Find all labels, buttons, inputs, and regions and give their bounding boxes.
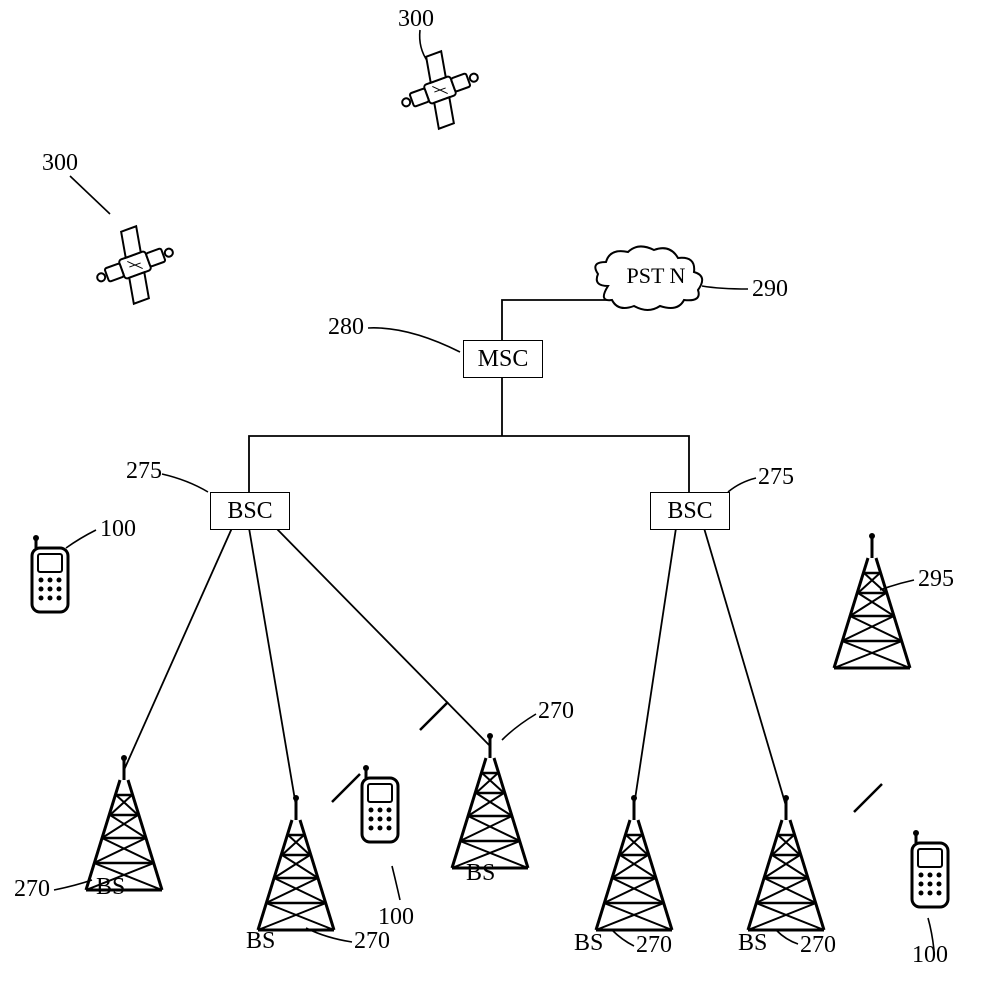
bsc-box-left: BSC xyxy=(210,492,290,530)
radio-icon xyxy=(420,702,448,730)
ref-295: 295 xyxy=(918,566,954,593)
tower-icon xyxy=(834,533,910,668)
tower-icon xyxy=(86,755,162,890)
bs-5: BS xyxy=(738,930,767,957)
tower-icon xyxy=(258,795,334,930)
radio-icon xyxy=(854,784,882,812)
ref-270a: 270 xyxy=(14,876,50,903)
ref-280: 280 xyxy=(328,314,364,341)
ref-270d: 270 xyxy=(636,932,672,959)
bsc-box-right: BSC xyxy=(650,492,730,530)
satellite-icon xyxy=(390,42,490,137)
phone-icon xyxy=(32,535,68,612)
ref-300b: 300 xyxy=(42,150,78,177)
tower-icon xyxy=(748,795,824,930)
ref-275l: 275 xyxy=(126,458,162,485)
phone-icon xyxy=(912,830,948,907)
phone-icon xyxy=(362,765,398,842)
diagram-canvas xyxy=(0,0,982,1000)
bs-2: BS xyxy=(246,928,275,955)
ref-275r: 275 xyxy=(758,464,794,491)
bs-3: BS xyxy=(466,860,495,887)
ref-270b: 270 xyxy=(354,928,390,955)
ref-100a: 100 xyxy=(100,516,136,543)
tower-icon xyxy=(596,795,672,930)
satellite-icon xyxy=(85,217,185,312)
bs-4: BS xyxy=(574,930,603,957)
radio-icon xyxy=(332,774,360,802)
pstn-label: PST N xyxy=(626,264,686,288)
msc-box: MSC xyxy=(463,340,543,378)
ref-100c: 100 xyxy=(912,942,948,969)
ref-100b: 100 xyxy=(378,904,414,931)
ref-270e: 270 xyxy=(800,932,836,959)
ref-300a: 300 xyxy=(398,6,434,33)
tower-icon xyxy=(452,733,528,868)
bs-1: BS xyxy=(96,874,125,901)
ref-290: 290 xyxy=(752,276,788,303)
ref-270c: 270 xyxy=(538,698,574,725)
